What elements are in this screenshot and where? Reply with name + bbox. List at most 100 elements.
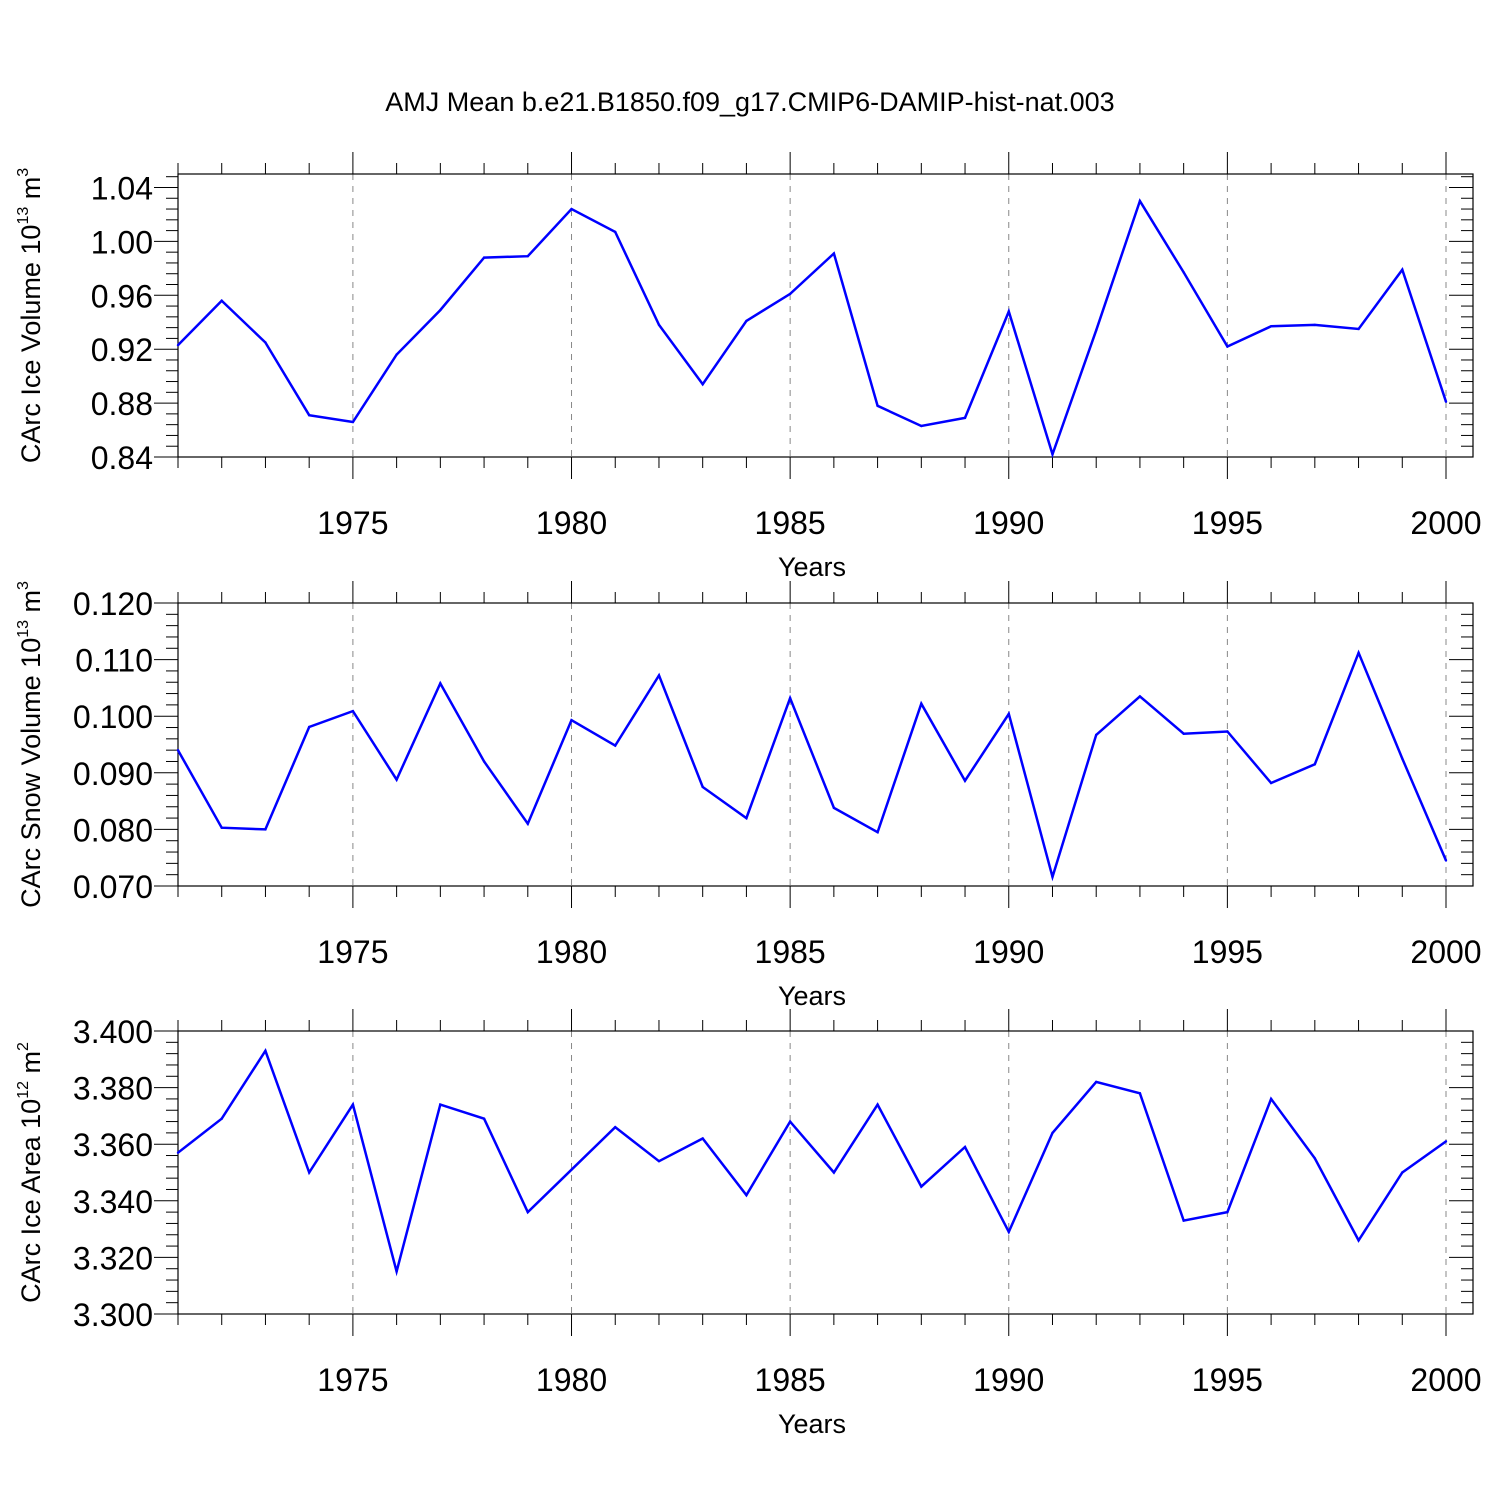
x-tick-label: 1985	[755, 505, 826, 541]
data-point	[220, 826, 223, 829]
x-tick-label: 1995	[1192, 1362, 1263, 1398]
data-point	[439, 1103, 442, 1106]
data-point	[351, 1103, 355, 1106]
data-point	[1182, 732, 1185, 735]
data-point	[745, 1193, 748, 1197]
plot-frame	[177, 1030, 1474, 1315]
data-point	[526, 255, 529, 258]
y-tick-label: 0.100	[73, 699, 153, 735]
panels: 0.84 0.88 0.92 0.96 1.00 1.04 1975 1980 1985 1990…	[15, 152, 1482, 1439]
data-point	[1138, 199, 1142, 203]
data-point	[1444, 1140, 1448, 1143]
data-point	[1051, 1131, 1054, 1135]
data-point	[176, 748, 180, 752]
data-point	[832, 806, 836, 810]
y-tick-label: 0.110	[75, 643, 153, 679]
data-point	[876, 404, 879, 407]
y-tick-label: 0.96	[91, 278, 153, 314]
x-tick-label: 1990	[973, 505, 1044, 541]
data-point	[307, 1171, 311, 1174]
data-point	[657, 323, 661, 327]
data-point	[570, 1168, 573, 1171]
y-tick-label: 3.360	[73, 1127, 153, 1163]
y-tick-label: 0.84	[91, 440, 153, 476]
data-point	[614, 230, 617, 234]
y-tick-label: 1.00	[91, 224, 153, 260]
data-point	[264, 828, 267, 831]
data-point	[1401, 268, 1404, 271]
data-point	[832, 1171, 836, 1174]
data-point	[1095, 1080, 1098, 1084]
data-point	[1357, 1239, 1360, 1242]
figure-title: AMJ Mean b.e21.B1850.f09_g17.CMIP6-DAMIP…	[385, 87, 1114, 117]
data-point	[614, 744, 617, 747]
x-tick-label: 2000	[1410, 1362, 1481, 1398]
data-point	[439, 682, 442, 685]
data-point	[1313, 763, 1317, 766]
data-point	[1226, 345, 1229, 348]
y-tick-label: 3.300	[73, 1297, 153, 1333]
y-tick-label: 0.92	[91, 332, 153, 368]
data-point	[1182, 271, 1185, 274]
data-point	[439, 308, 442, 312]
data-point	[1269, 781, 1273, 785]
data-point	[701, 1137, 704, 1140]
data-point	[657, 674, 661, 677]
data-point	[614, 1126, 617, 1129]
x-tick-label: 1985	[755, 1362, 826, 1398]
chart-panel-2: 0.070 0.080 0.090 0.100 0.110 0.120 1975 1980 19…	[15, 581, 1482, 1011]
x-tick-label: 1990	[973, 1362, 1044, 1398]
x-axis-label: Years	[778, 1409, 846, 1439]
data-point	[920, 702, 923, 705]
data-point	[920, 424, 923, 428]
x-tick-label: 1995	[1192, 505, 1263, 541]
y-tick-label: 3.380	[73, 1071, 153, 1107]
data-point	[482, 1117, 486, 1120]
data-point	[920, 1185, 923, 1188]
plot-frame	[177, 602, 1474, 887]
series-line	[177, 198, 1448, 459]
data-point	[963, 779, 967, 782]
data-point	[482, 256, 486, 259]
data-point	[1051, 875, 1054, 879]
data-point	[1095, 329, 1098, 332]
series-line	[177, 1047, 1447, 1277]
data-point	[876, 1103, 879, 1106]
x-axis-label: Years	[778, 981, 846, 1011]
y-tick-label: 0.080	[73, 812, 153, 848]
series-line	[176, 649, 1448, 882]
chart-panel-3: 3.300 3.320 3.340 3.360 3.380 3.400 1975 1980 19…	[15, 1009, 1482, 1439]
y-tick-label: 3.400	[73, 1014, 153, 1050]
data-point	[1357, 651, 1360, 655]
data-point	[351, 420, 355, 424]
y-tick-label: 1.04	[91, 170, 153, 206]
data-point	[351, 709, 355, 713]
x-tick-label: 1985	[755, 934, 826, 970]
data-point	[220, 1117, 223, 1120]
data-point	[1007, 712, 1010, 716]
y-tick-label: 3.320	[73, 1240, 153, 1276]
data-point	[395, 778, 398, 781]
data-point	[1007, 310, 1010, 313]
x-tick-label: 1975	[317, 505, 388, 541]
x-tick-label: 1990	[973, 934, 1044, 970]
data-point	[1401, 757, 1404, 760]
data-point	[1269, 325, 1273, 328]
x-axis-label: Years	[778, 552, 846, 582]
data-point	[745, 319, 748, 323]
data-point	[1444, 400, 1448, 403]
data-point	[176, 1151, 180, 1154]
y-tick-label: 0.88	[91, 386, 153, 422]
data-point	[264, 341, 267, 344]
data-point	[307, 414, 311, 417]
x-tick-label: 2000	[1410, 934, 1481, 970]
data-point	[832, 252, 836, 255]
chart-panel-1: 0.84 0.88 0.92 0.96 1.00 1.04 1975 1980 1985 1990…	[15, 152, 1482, 582]
data-point	[526, 822, 529, 825]
data-point	[395, 1270, 398, 1273]
y-tick-label: 3.340	[73, 1184, 153, 1220]
data-point	[307, 725, 311, 729]
y-axis-label: CArc Snow Volume 1013 m3	[15, 581, 46, 908]
